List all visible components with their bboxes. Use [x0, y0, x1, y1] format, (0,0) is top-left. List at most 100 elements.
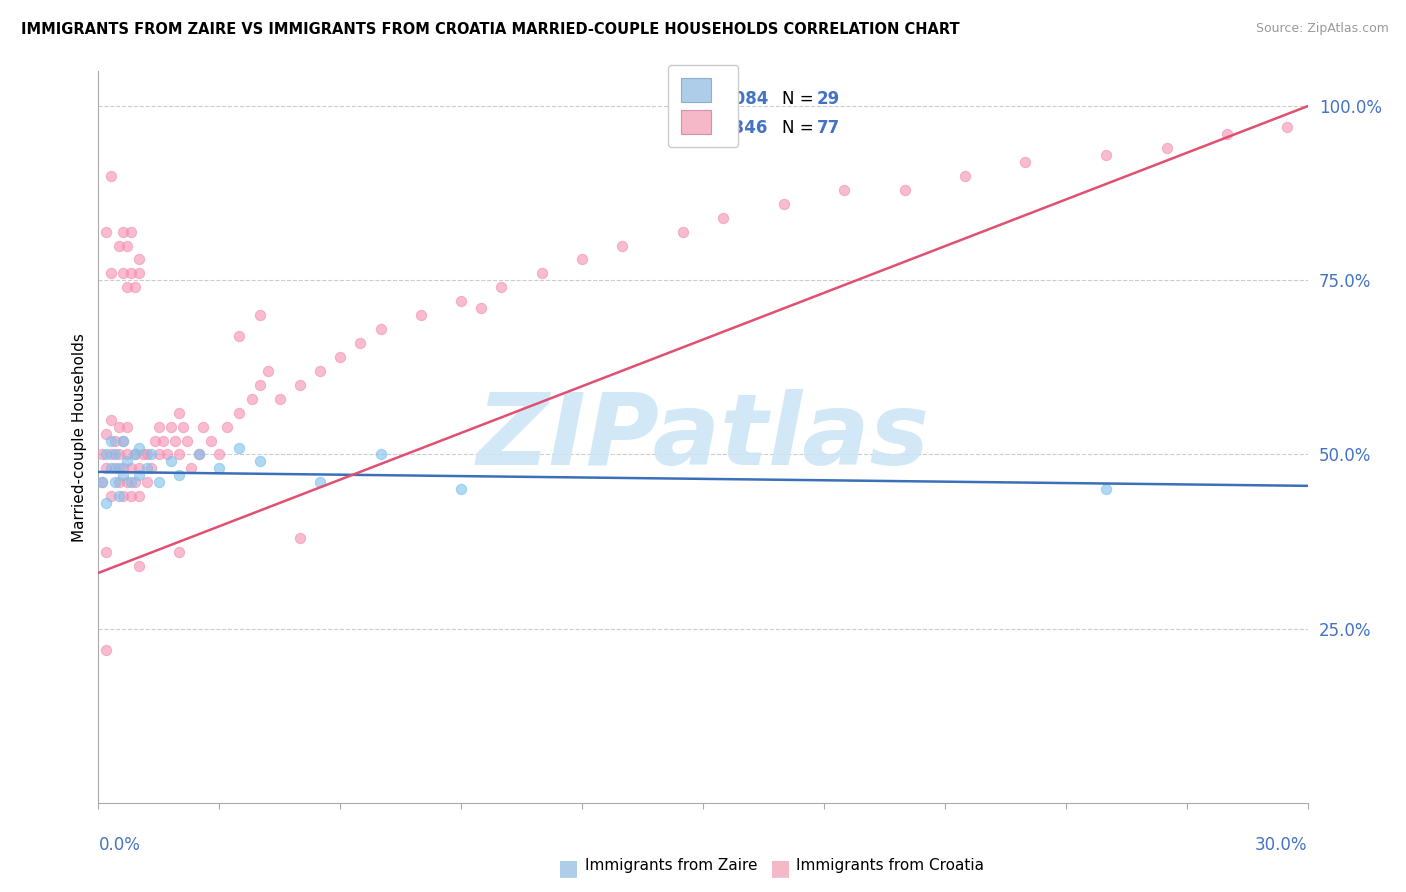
Point [148, 475, 170, 490]
Point [249, 308, 271, 322]
Text: IMMIGRANTS FROM ZAIRE VS IMMIGRANTS FROM CROATIA MARRIED-COUPLE HOUSEHOLDS CORRE: IMMIGRANTS FROM ZAIRE VS IMMIGRANTS FROM… [21, 22, 960, 37]
Point [115, 280, 138, 294]
Point [167, 406, 190, 420]
Point [143, 434, 166, 448]
Point [288, 377, 311, 392]
Point [167, 448, 190, 462]
Text: -0.084: -0.084 [709, 90, 769, 108]
Point [128, 461, 150, 475]
Point [188, 448, 211, 462]
Point [120, 475, 142, 490]
Point [156, 448, 179, 462]
Point [167, 545, 190, 559]
Point [711, 211, 734, 225]
Point [208, 448, 231, 462]
Point [107, 419, 129, 434]
Point [228, 329, 250, 343]
Point [135, 475, 157, 490]
Point [228, 406, 250, 420]
Point [100, 448, 122, 462]
Text: ■: ■ [558, 858, 579, 878]
Point [128, 468, 150, 483]
Point [120, 266, 142, 280]
Point [100, 461, 122, 475]
Point [152, 434, 174, 448]
Point [111, 266, 134, 280]
Point [103, 448, 125, 462]
Point [135, 448, 157, 462]
Point [288, 531, 311, 545]
Text: 30.0%: 30.0% [1256, 836, 1308, 854]
Point [115, 454, 138, 468]
Text: N =: N = [782, 90, 818, 108]
Point [370, 322, 392, 336]
Point [240, 392, 263, 406]
Text: R =: R = [679, 90, 714, 108]
Point [530, 266, 553, 280]
Point [96, 426, 118, 441]
Point [172, 419, 194, 434]
Point [349, 336, 371, 351]
Point [96, 642, 118, 657]
Point [309, 475, 332, 490]
Point [107, 238, 129, 252]
Point [115, 448, 138, 462]
Point [139, 448, 162, 462]
Point [450, 294, 472, 309]
Point [672, 225, 695, 239]
Point [470, 301, 492, 316]
Point [107, 448, 129, 462]
Point [1216, 127, 1239, 141]
Point [91, 448, 114, 462]
Point [409, 308, 432, 322]
Point [163, 434, 186, 448]
Point [96, 496, 118, 510]
Point [612, 238, 634, 252]
Point [107, 475, 129, 490]
Legend: , : , [668, 65, 738, 147]
Point [128, 252, 150, 267]
Text: 0.346: 0.346 [709, 119, 768, 136]
Point [370, 448, 392, 462]
Point [148, 419, 170, 434]
Point [450, 483, 472, 497]
Point [160, 419, 183, 434]
Point [111, 225, 134, 239]
Point [107, 461, 129, 475]
Point [249, 377, 271, 392]
Point [1095, 148, 1118, 162]
Point [128, 266, 150, 280]
Point [100, 489, 122, 503]
Point [571, 252, 593, 267]
Point [1095, 483, 1118, 497]
Text: Source: ZipAtlas.com: Source: ZipAtlas.com [1256, 22, 1389, 36]
Point [100, 266, 122, 280]
Point [103, 475, 125, 490]
Point [228, 441, 250, 455]
Point [1156, 141, 1178, 155]
Text: R =: R = [679, 119, 714, 136]
Point [1014, 155, 1036, 169]
Point [217, 419, 239, 434]
Y-axis label: Married-couple Households: Married-couple Households [72, 333, 87, 541]
Point [188, 448, 211, 462]
Text: 29: 29 [817, 90, 839, 108]
Point [953, 169, 976, 183]
Point [128, 489, 150, 503]
Point [208, 461, 231, 475]
Point [148, 448, 170, 462]
Point [139, 461, 162, 475]
Point [309, 364, 332, 378]
Point [96, 448, 118, 462]
Point [100, 169, 122, 183]
Point [893, 183, 915, 197]
Text: Immigrants from Zaire: Immigrants from Zaire [585, 858, 756, 872]
Point [100, 434, 122, 448]
Point [124, 475, 146, 490]
Point [115, 475, 138, 490]
Text: Immigrants from Croatia: Immigrants from Croatia [796, 858, 984, 872]
Point [120, 225, 142, 239]
Point [200, 434, 222, 448]
Text: 0.0%: 0.0% [98, 836, 141, 854]
Point [193, 419, 215, 434]
